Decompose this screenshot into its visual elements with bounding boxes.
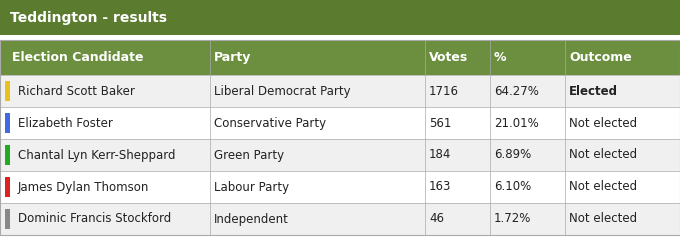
Text: 1716: 1716: [429, 85, 459, 97]
Text: Richard Scott Baker: Richard Scott Baker: [18, 85, 135, 97]
Text: Labour Party: Labour Party: [214, 181, 289, 193]
Text: Green Party: Green Party: [214, 149, 284, 161]
Bar: [0, 40, 680, 235]
Text: Elected: Elected: [569, 85, 618, 97]
Bar: [0, 107, 680, 139]
Text: Dominic Francis Stockford: Dominic Francis Stockford: [18, 213, 171, 225]
Text: %: %: [494, 51, 507, 64]
Text: 46: 46: [429, 213, 444, 225]
Text: Not elected: Not elected: [569, 117, 637, 129]
Text: James Dylan Thomson: James Dylan Thomson: [18, 181, 150, 193]
Text: Teddington - results: Teddington - results: [10, 10, 167, 24]
Text: 6.10%: 6.10%: [494, 181, 531, 193]
Text: Elizabeth Foster: Elizabeth Foster: [18, 117, 113, 129]
Bar: [0, 203, 680, 235]
Text: 21.01%: 21.01%: [494, 117, 539, 129]
Text: 1.72%: 1.72%: [494, 213, 531, 225]
Bar: [0, 40, 680, 75]
Text: Party: Party: [214, 51, 252, 64]
Text: Outcome: Outcome: [569, 51, 632, 64]
Text: Chantal Lyn Kerr-Sheppard: Chantal Lyn Kerr-Sheppard: [18, 149, 175, 161]
Bar: [5, 146, 10, 165]
Text: 64.27%: 64.27%: [494, 85, 539, 97]
Bar: [5, 81, 10, 100]
Bar: [0, 171, 680, 203]
Text: Not elected: Not elected: [569, 213, 637, 225]
Text: 163: 163: [429, 181, 452, 193]
Bar: [5, 178, 10, 197]
Text: Election Candidate: Election Candidate: [12, 51, 143, 64]
Bar: [0, 0, 680, 35]
Text: Liberal Democrat Party: Liberal Democrat Party: [214, 85, 351, 97]
Bar: [5, 113, 10, 132]
Text: Conservative Party: Conservative Party: [214, 117, 326, 129]
Text: 184: 184: [429, 149, 452, 161]
Bar: [0, 139, 680, 171]
Bar: [0, 75, 680, 107]
Text: Not elected: Not elected: [569, 181, 637, 193]
Text: Not elected: Not elected: [569, 149, 637, 161]
Text: Votes: Votes: [429, 51, 469, 64]
Text: 561: 561: [429, 117, 452, 129]
Text: 6.89%: 6.89%: [494, 149, 531, 161]
Text: Independent: Independent: [214, 213, 289, 225]
Bar: [5, 210, 10, 229]
